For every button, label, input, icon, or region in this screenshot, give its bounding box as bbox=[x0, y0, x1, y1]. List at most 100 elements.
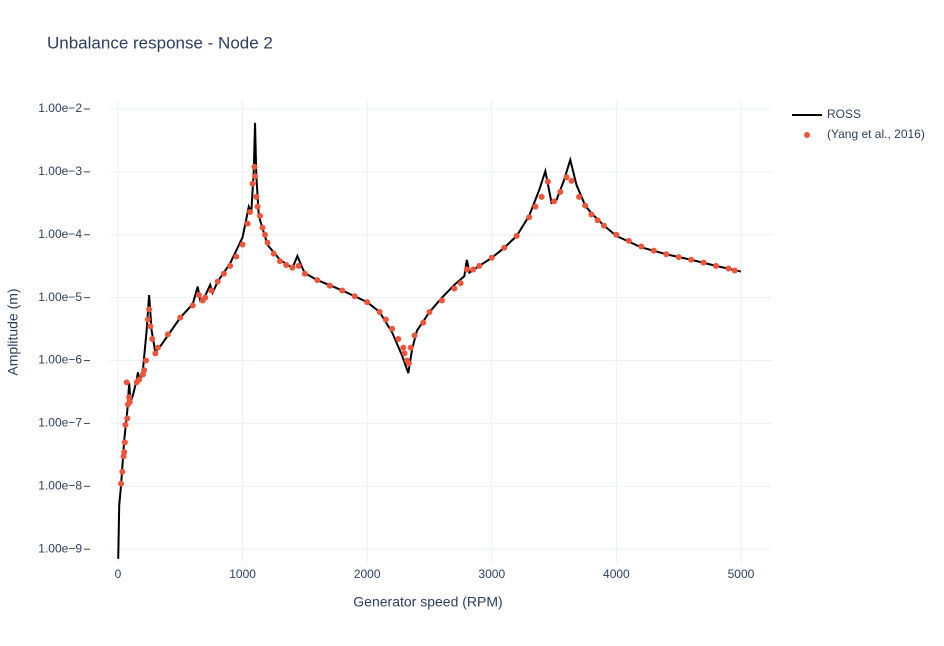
data-point bbox=[557, 188, 564, 195]
data-point bbox=[141, 367, 148, 374]
x-tick-label: 4000 bbox=[603, 567, 630, 581]
data-point bbox=[575, 193, 582, 200]
data-point bbox=[264, 239, 271, 246]
y-tick-label: 1.00e−5 bbox=[38, 290, 82, 304]
data-point bbox=[214, 278, 221, 285]
data-point bbox=[713, 262, 720, 269]
data-point bbox=[276, 258, 283, 265]
data-point bbox=[244, 220, 251, 227]
data-point bbox=[283, 262, 290, 269]
data-point bbox=[426, 309, 433, 316]
data-point bbox=[126, 394, 133, 401]
data-point bbox=[121, 439, 128, 446]
data-point bbox=[136, 376, 143, 383]
data-point bbox=[526, 214, 533, 221]
data-point bbox=[164, 331, 171, 338]
data-point bbox=[470, 266, 477, 273]
data-point bbox=[700, 259, 707, 266]
data-point bbox=[650, 247, 657, 254]
data-point bbox=[563, 174, 570, 181]
data-point bbox=[124, 415, 131, 422]
data-point bbox=[731, 267, 738, 274]
data-point bbox=[638, 243, 645, 250]
data-point bbox=[189, 302, 196, 309]
data-point bbox=[400, 344, 407, 351]
data-point bbox=[259, 224, 266, 231]
data-point bbox=[420, 319, 427, 326]
data-point bbox=[463, 266, 470, 273]
data-point bbox=[351, 293, 358, 300]
data-point bbox=[395, 335, 402, 342]
data-point bbox=[476, 262, 483, 269]
data-point bbox=[202, 294, 209, 301]
x-tick-label: 0 bbox=[115, 567, 122, 581]
data-point bbox=[438, 297, 445, 304]
data-point bbox=[625, 237, 632, 244]
data-point bbox=[123, 379, 130, 386]
data-point bbox=[143, 357, 150, 364]
data-point bbox=[121, 449, 128, 456]
y-tick-label: 1.00e−4 bbox=[38, 227, 82, 241]
y-axis-title: Amplitude (m) bbox=[5, 288, 21, 375]
legend-label: ROSS bbox=[827, 107, 861, 121]
data-point bbox=[118, 480, 125, 487]
x-tick-label: 2000 bbox=[354, 567, 381, 581]
data-point bbox=[270, 250, 277, 257]
data-point bbox=[411, 332, 418, 339]
data-point bbox=[401, 350, 408, 357]
data-point bbox=[239, 241, 246, 248]
data-point bbox=[208, 287, 215, 294]
marker-series bbox=[118, 163, 738, 487]
data-point bbox=[568, 177, 575, 184]
data-point bbox=[254, 203, 261, 210]
data-point bbox=[457, 280, 464, 287]
data-point bbox=[262, 231, 269, 238]
y-tick-label: 1.00e−7 bbox=[38, 416, 82, 430]
data-point bbox=[389, 325, 396, 332]
data-point bbox=[688, 256, 695, 263]
data-point bbox=[122, 421, 129, 428]
data-point bbox=[253, 193, 260, 200]
data-point bbox=[220, 270, 227, 277]
data-point bbox=[725, 265, 732, 272]
y-tick-label: 1.00e−9 bbox=[38, 541, 82, 555]
data-point bbox=[339, 287, 346, 294]
data-point bbox=[382, 316, 389, 323]
data-point bbox=[663, 251, 670, 258]
data-point bbox=[613, 231, 620, 238]
data-point bbox=[600, 222, 607, 229]
x-tick-label: 1000 bbox=[229, 567, 256, 581]
legend-label: (Yang et al., 2016) bbox=[827, 127, 925, 141]
data-point bbox=[451, 285, 458, 292]
data-point bbox=[675, 254, 682, 261]
data-point bbox=[251, 163, 258, 170]
y-tick-label: 1.00e−8 bbox=[38, 478, 82, 492]
data-point bbox=[407, 344, 414, 351]
data-point bbox=[301, 270, 308, 277]
data-point bbox=[538, 193, 545, 200]
data-point bbox=[252, 173, 259, 180]
data-point bbox=[152, 350, 159, 357]
data-point bbox=[594, 217, 601, 224]
data-point bbox=[177, 314, 184, 321]
x-tick-label: 5000 bbox=[728, 567, 755, 581]
data-point bbox=[364, 299, 371, 306]
data-point bbox=[154, 344, 161, 351]
data-point bbox=[144, 316, 151, 323]
data-point bbox=[257, 212, 264, 219]
data-point bbox=[582, 202, 589, 209]
data-point bbox=[295, 262, 302, 269]
data-point bbox=[149, 335, 156, 342]
data-point bbox=[195, 292, 202, 299]
y-tick-label: 1.00e−6 bbox=[38, 353, 82, 367]
x-tick-label: 3000 bbox=[478, 567, 505, 581]
x-axis-title: Generator speed (RPM) bbox=[353, 594, 502, 610]
y-tick-label: 1.00e−2 bbox=[38, 101, 82, 115]
data-point bbox=[532, 203, 539, 210]
data-point bbox=[126, 398, 133, 405]
legend-symbol bbox=[804, 132, 810, 138]
data-point bbox=[249, 180, 256, 187]
data-point bbox=[488, 254, 495, 261]
